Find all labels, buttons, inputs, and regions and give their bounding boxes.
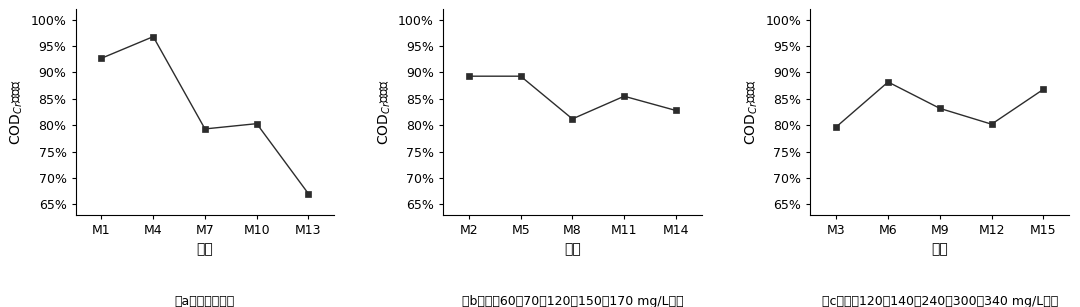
X-axis label: 编号: 编号 [197, 243, 214, 256]
Y-axis label: $\mathrm{COD}_{Cr}$去除率: $\mathrm{COD}_{Cr}$去除率 [376, 79, 392, 145]
X-axis label: 编号: 编号 [564, 243, 581, 256]
Text: （a）未投加碳源: （a）未投加碳源 [175, 295, 235, 307]
Y-axis label: $\mathrm{COD}_{Cr}$去除率: $\mathrm{COD}_{Cr}$去除率 [9, 79, 25, 145]
Y-axis label: $\mathrm{COD}_{Cr}$去除率: $\mathrm{COD}_{Cr}$去除率 [744, 79, 760, 145]
Text: （b）外投60、70、120、150、170 mg/L碳源: （b）外投60、70、120、150、170 mg/L碳源 [461, 295, 684, 307]
Text: （c）外投120、140、240、300、340 mg/L碳源: （c）外投120、140、240、300、340 mg/L碳源 [822, 295, 1058, 307]
X-axis label: 编号: 编号 [931, 243, 948, 256]
